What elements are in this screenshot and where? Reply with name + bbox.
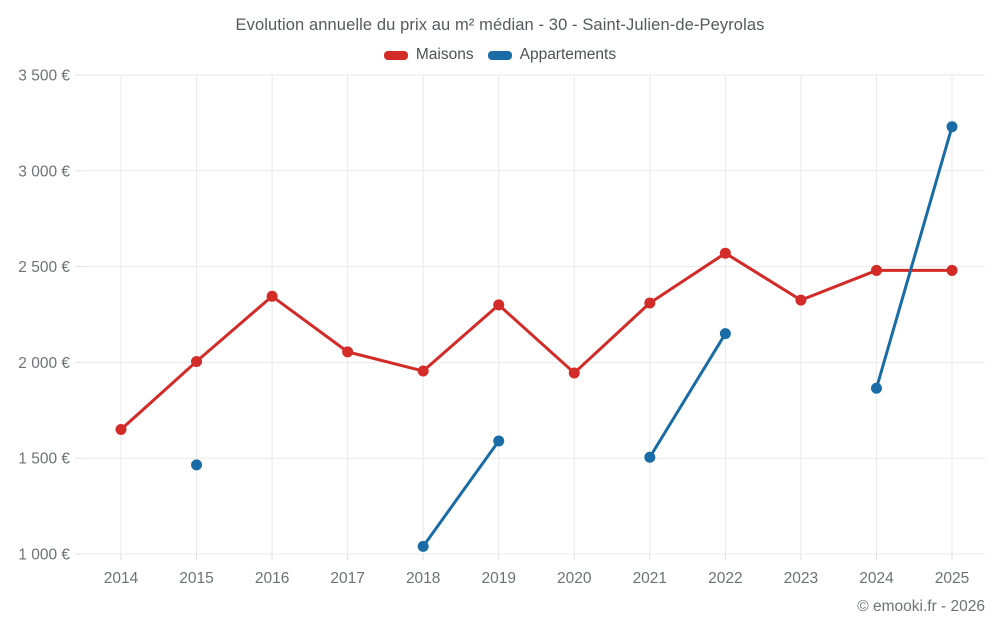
y-axis-label: 2 000 €: [18, 355, 70, 372]
data-point-maisons-2014[interactable]: [115, 423, 127, 435]
x-axis-label: 2022: [708, 570, 742, 587]
x-axis-label: 2016: [255, 570, 289, 587]
data-point-maisons-2022[interactable]: [719, 247, 731, 259]
chart-legend: Maisons Appartements: [0, 46, 1000, 64]
x-axis-label: 2021: [633, 570, 667, 587]
y-axis-label: 1 000 €: [18, 547, 70, 564]
legend-label-maisons: Maisons: [415, 46, 474, 63]
data-point-appartements-2022[interactable]: [719, 328, 731, 340]
data-point-maisons-2024[interactable]: [870, 264, 882, 276]
x-axis-label: 2020: [557, 570, 592, 587]
x-axis-label: 2014: [104, 570, 139, 587]
data-point-appartements-2015[interactable]: [191, 459, 203, 471]
data-point-appartements-2021[interactable]: [644, 451, 656, 463]
data-point-appartements-2025[interactable]: [946, 121, 958, 133]
x-axis-label: 2015: [179, 570, 213, 587]
x-axis-label: 2018: [406, 570, 440, 587]
legend-label-appartements: Appartements: [519, 46, 617, 63]
series-line-appartements: [648, 332, 727, 459]
data-point-maisons-2016[interactable]: [266, 290, 278, 302]
legend-item-appartements[interactable]: Appartements: [487, 46, 617, 64]
page-title: Evolution annuelle du prix au m² médian …: [235, 16, 765, 34]
y-axis-label: 1 500 €: [18, 451, 70, 468]
series-line-appartements: [421, 439, 501, 548]
data-point-appartements-2024[interactable]: [870, 382, 882, 394]
series-line-appartements: [874, 125, 954, 390]
data-point-maisons-2025[interactable]: [946, 264, 958, 276]
legend-swatch-appartements: [487, 50, 512, 60]
data-point-maisons-2020[interactable]: [568, 367, 580, 379]
x-axis-label: 2023: [784, 570, 818, 587]
data-point-appartements-2018[interactable]: [417, 540, 429, 552]
y-axis-label: 2 500 €: [18, 259, 70, 276]
legend-swatch-maisons: [383, 50, 408, 60]
x-axis-label: 2017: [330, 570, 364, 587]
x-axis-label: 2025: [935, 570, 969, 587]
data-point-maisons-2021[interactable]: [644, 297, 656, 309]
data-point-maisons-2015[interactable]: [191, 355, 203, 367]
x-axis-label: 2024: [859, 570, 894, 587]
y-axis-label: 3 500 €: [18, 68, 70, 85]
data-point-maisons-2018[interactable]: [417, 365, 429, 377]
data-point-maisons-2017[interactable]: [342, 346, 354, 358]
data-point-appartements-2019[interactable]: [493, 435, 505, 447]
data-point-maisons-2019[interactable]: [493, 299, 505, 311]
x-axis-label: 2019: [481, 570, 515, 587]
series-line-maisons: [119, 251, 954, 431]
copyright-credit: © emooki.fr - 2026: [857, 598, 985, 615]
legend-item-maisons[interactable]: Maisons: [383, 46, 474, 64]
y-axis-label: 3 000 €: [18, 163, 70, 180]
data-point-maisons-2023[interactable]: [795, 294, 807, 306]
